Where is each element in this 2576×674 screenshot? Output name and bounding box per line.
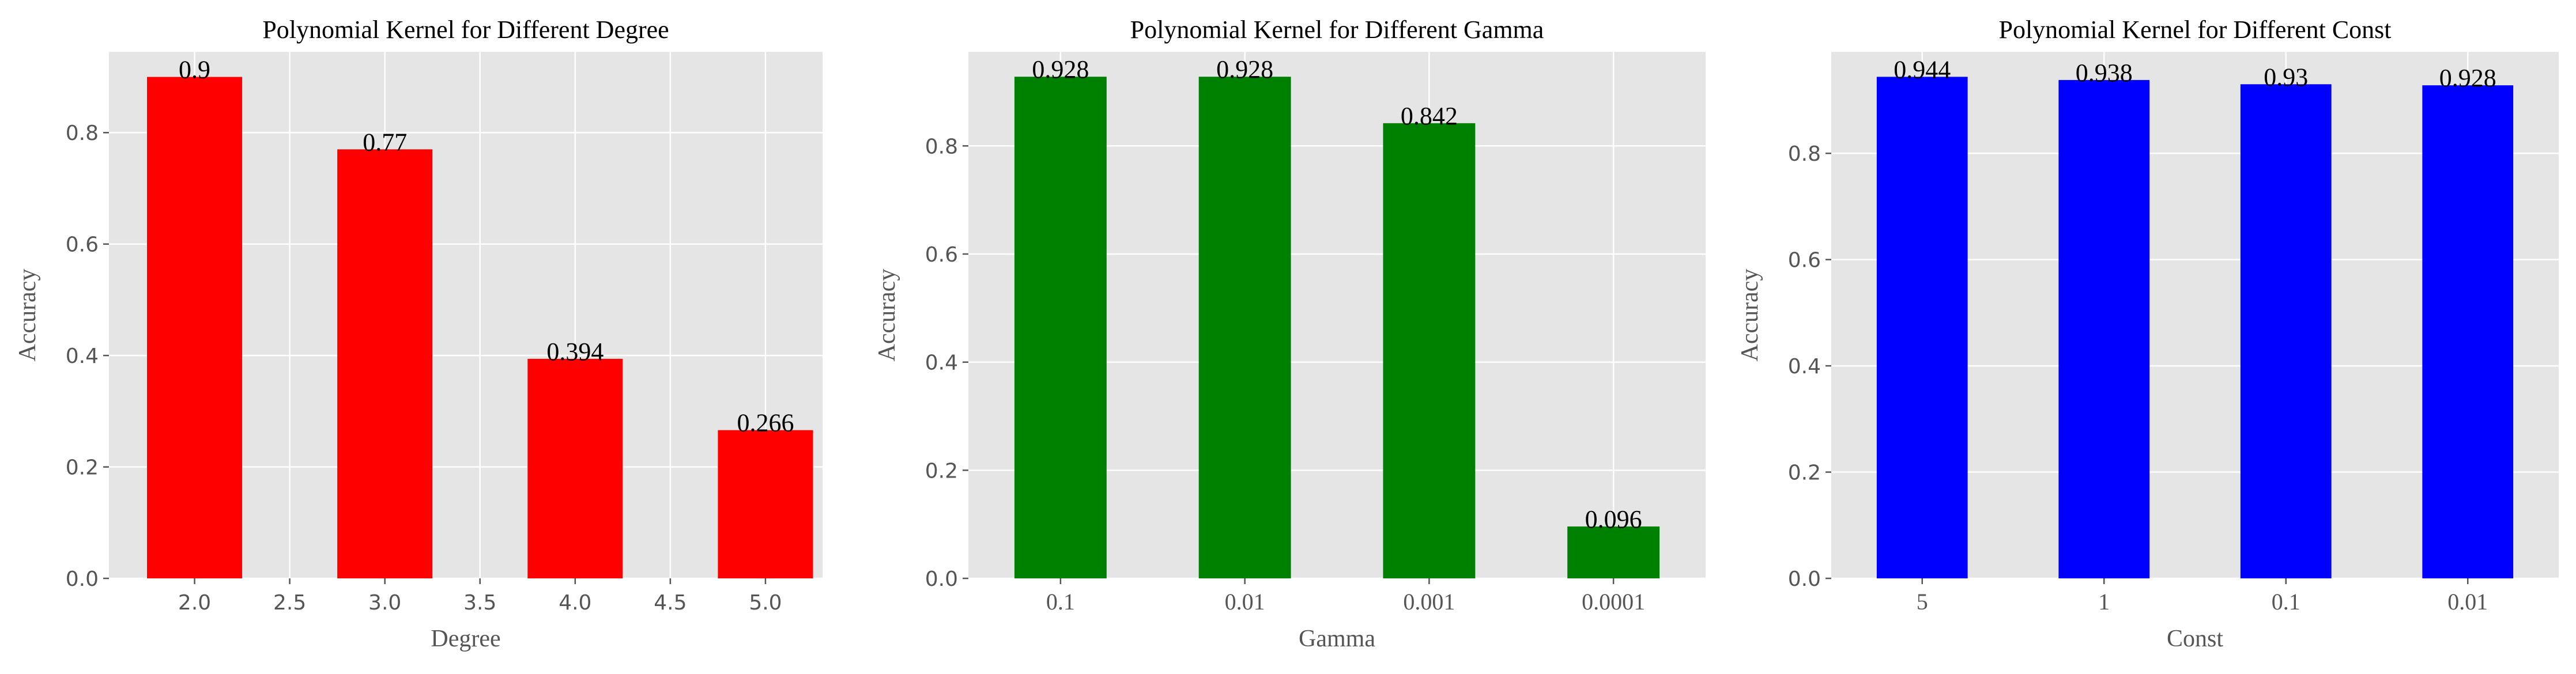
data-label: 0.266 (737, 409, 794, 437)
x-tick-label: 5 (1917, 589, 1928, 615)
bar (1383, 123, 1476, 578)
bar (1198, 77, 1291, 578)
x-axis-label: Degree (431, 626, 500, 652)
chart-title: Polynomial Kernel for Different Degree (262, 16, 669, 44)
y-tick-label: 0.6 (66, 233, 99, 257)
chart-title: Polynomial Kernel for Different Gamma (1130, 16, 1544, 44)
y-tick-label: 0.8 (925, 135, 958, 158)
bar (1567, 526, 1660, 578)
data-label: 0.93 (2264, 63, 2308, 91)
data-label: 0.928 (2439, 64, 2496, 92)
data-label: 0.928 (1032, 55, 1089, 84)
bar (527, 358, 623, 578)
bar (2240, 84, 2332, 578)
y-tick-label: 0.2 (1788, 461, 1821, 485)
x-tick-label: 5.0 (749, 591, 782, 615)
bar (2058, 79, 2150, 578)
y-tick-label: 0.4 (925, 351, 958, 375)
x-tick-label: 0.0001 (1582, 589, 1645, 615)
data-label: 0.928 (1216, 55, 1273, 84)
x-tick-label: 0.1 (1046, 589, 1075, 615)
chart-title: Polynomial Kernel for Different Const (1998, 16, 2391, 44)
x-tick-label: 0.01 (2447, 589, 2488, 615)
bar (147, 77, 243, 578)
data-label: 0.394 (546, 338, 604, 366)
data-label: 0.944 (1894, 55, 1951, 84)
x-tick-label: 2.5 (273, 591, 306, 615)
data-label: 0.842 (1401, 102, 1458, 130)
y-tick-label: 0.6 (1788, 249, 1821, 272)
x-tick-label: 4.0 (559, 591, 591, 615)
y-axis-label: Accuracy (1737, 269, 1763, 362)
x-axis-label: Const (2167, 626, 2223, 652)
y-axis-label: Accuracy (14, 269, 41, 362)
y-tick-label: 0.6 (925, 243, 958, 267)
y-tick-label: 0.4 (1788, 355, 1821, 378)
data-label: 0.77 (363, 128, 407, 156)
chart-panel-2: 0.928 0.928 0.842 0.096 0.0 0.2 0.4 0.6 0.8 0.1 0.… (874, 16, 1706, 652)
x-tick-label: 0.001 (1403, 589, 1455, 615)
bar (718, 430, 813, 578)
y-tick-label: 0.2 (66, 456, 99, 480)
chart-panel-3: 0.944 0.938 0.93 0.928 0.0 0.2 0.4 0.6 0.8 5 1 0.1 0… (1737, 16, 2559, 652)
chart-panel-1: 0.9 0.77 0.394 0.266 0.0 0.2 0.4 0.6 0.8 2.0 2.5 3.… (14, 16, 823, 652)
y-axis-label: Accuracy (874, 269, 900, 362)
y-tick-label: 0.2 (925, 459, 958, 483)
y-tick-label: 0.0 (66, 567, 99, 591)
bar (1014, 77, 1107, 578)
x-tick-label: 1 (2098, 589, 2110, 615)
x-tick-label: 0.01 (1225, 589, 1265, 615)
x-axis-label: Gamma (1299, 626, 1375, 652)
y-tick-label: 0.4 (66, 344, 99, 368)
data-label: 0.096 (1585, 505, 1642, 533)
x-tick-label: 2.0 (178, 591, 211, 615)
x-tick-label: 4.5 (654, 591, 687, 615)
data-label: 0.938 (2076, 59, 2133, 87)
y-tick-label: 0.8 (1788, 142, 1821, 166)
x-tick-label: 0.1 (2272, 589, 2300, 615)
bar (337, 149, 433, 578)
bar (1876, 77, 1968, 578)
x-tick-label: 3.5 (463, 591, 496, 615)
bar (2422, 85, 2514, 578)
y-tick-label: 0.8 (66, 122, 99, 145)
y-tick-label: 0.0 (925, 567, 958, 591)
y-tick-label: 0.0 (1788, 567, 1821, 591)
data-label: 0.9 (179, 56, 210, 84)
x-tick-label: 3.0 (368, 591, 401, 615)
